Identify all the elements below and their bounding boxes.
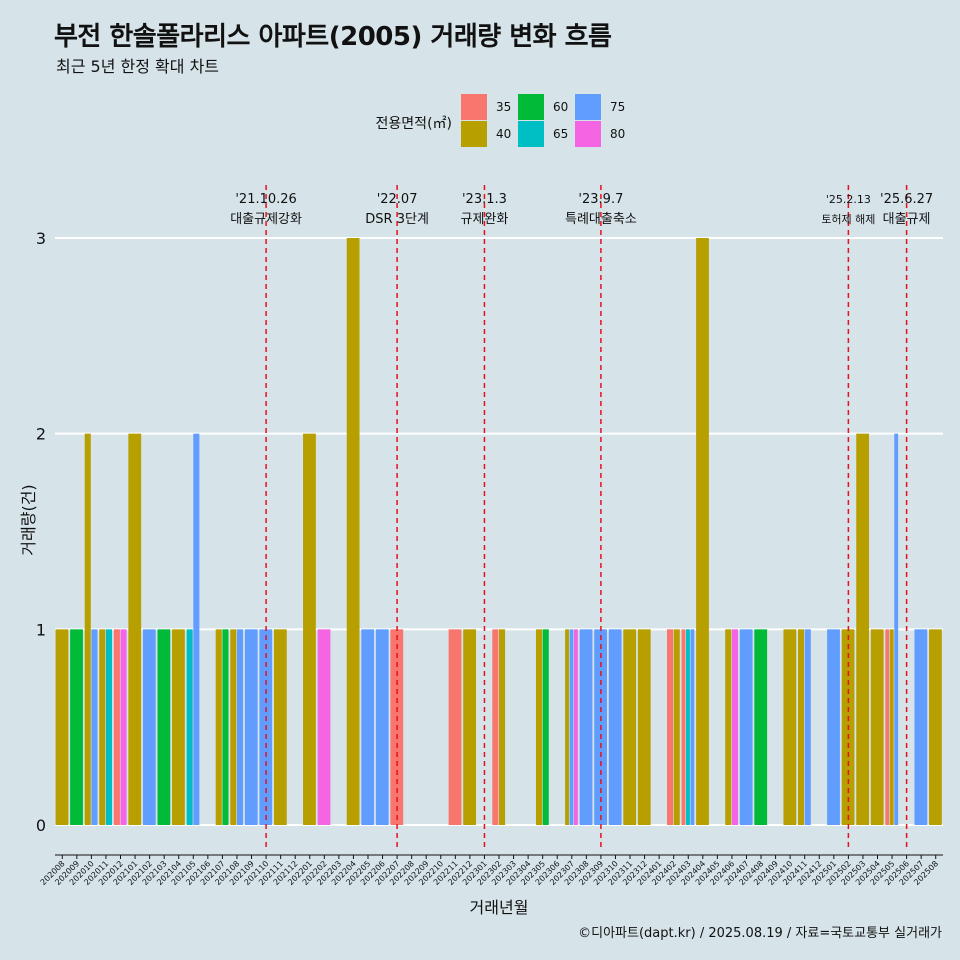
event-date-label: '25.6.27 <box>880 192 933 207</box>
bar <box>889 629 894 825</box>
bar <box>375 629 389 825</box>
x-axis-title: 거래년월 <box>470 898 529 917</box>
legend-label: 35 <box>496 100 511 114</box>
y-axis-title: 거래량(건) <box>19 484 38 555</box>
event-date-label: '23.1.3 <box>462 192 507 207</box>
bar <box>731 629 739 825</box>
event-name-label: 규제완화 <box>461 212 509 227</box>
bar <box>690 629 695 825</box>
event-date-label: '25.2.13 <box>826 193 871 206</box>
bar <box>448 629 462 825</box>
event-name-label: 특례대출축소 <box>565 212 637 227</box>
bar <box>70 629 83 825</box>
bar <box>856 433 870 825</box>
bar <box>105 629 113 825</box>
bar <box>84 433 91 825</box>
event-name-label: 대출규제 <box>883 212 931 227</box>
bars <box>55 238 942 825</box>
bar <box>827 629 840 825</box>
bar <box>222 629 229 825</box>
bar <box>142 629 156 825</box>
bar <box>499 629 506 825</box>
bar <box>157 629 171 825</box>
bar <box>244 629 258 825</box>
bar <box>681 629 686 825</box>
bar <box>186 629 193 825</box>
legend-key <box>518 121 544 147</box>
legend-key <box>461 121 487 147</box>
event-date-label: '22.07 <box>377 192 418 207</box>
bar <box>317 629 331 825</box>
y-tick-label: 0 <box>36 816 46 835</box>
bar <box>929 629 942 825</box>
bar <box>870 629 884 825</box>
legend-label: 65 <box>553 127 568 141</box>
bar <box>894 433 899 825</box>
bar <box>236 629 244 825</box>
bar <box>230 629 237 825</box>
legend-label: 60 <box>553 100 568 114</box>
legend-key <box>575 121 601 147</box>
bar <box>623 629 637 825</box>
chart-subtitle: 최근 5년 한정 확대 차트 <box>56 57 220 76</box>
bar <box>120 629 127 825</box>
chart-title: 부전 한솔폴라리스 아파트(2005) 거래량 변화 흐름 <box>54 22 612 52</box>
legend-title: 전용면적(㎡) <box>376 116 452 132</box>
legend-label: 75 <box>610 100 625 114</box>
bar <box>569 629 574 825</box>
bar <box>686 629 690 825</box>
bar <box>215 629 222 825</box>
bar <box>754 629 768 825</box>
bar <box>535 629 543 825</box>
bar <box>99 629 106 825</box>
bar <box>492 629 499 825</box>
legend-key <box>518 94 544 120</box>
bar <box>303 433 316 825</box>
bar <box>914 629 928 825</box>
event-date-label: '23.9.7 <box>578 192 623 207</box>
event-lines: '21.10.26 대출규제강화 '22.07 DSR 3단계 '23.1.3 규제완화 '… <box>230 185 933 850</box>
legend-key <box>575 94 601 120</box>
bar <box>885 629 890 825</box>
bar <box>739 629 753 825</box>
y-tick-label: 2 <box>36 425 46 444</box>
legend-label: 80 <box>610 127 625 141</box>
bar <box>113 629 120 825</box>
bar <box>798 629 805 825</box>
bar <box>346 238 360 825</box>
source-caption: ©디아파트(dapt.kr) / 2025.08.19 / 자료=국토교통부 실… <box>578 926 942 941</box>
legend-label: 40 <box>496 127 511 141</box>
bar <box>725 629 732 825</box>
bar <box>172 629 185 825</box>
bar <box>273 629 287 825</box>
bar <box>804 629 811 825</box>
bar <box>579 629 593 825</box>
event-name-label: 토허제 해제 <box>821 212 875 226</box>
bar <box>193 433 200 825</box>
bar <box>91 629 98 825</box>
bar <box>128 433 142 825</box>
bar <box>608 629 622 825</box>
event-name-label: 대출규제강화 <box>230 212 302 227</box>
bar <box>55 629 69 825</box>
bar <box>666 629 674 825</box>
y-tick-label: 1 <box>36 620 46 639</box>
bar <box>361 629 375 825</box>
y-tick-label: 3 <box>36 229 46 248</box>
bar <box>673 629 680 825</box>
legend-key <box>461 94 487 120</box>
bar <box>637 629 651 825</box>
bar <box>463 629 476 825</box>
event-name-label: DSR 3단계 <box>365 212 429 227</box>
bar <box>542 629 549 825</box>
legend: 전용면적(㎡) 35 40 60 65 75 80 <box>376 94 625 147</box>
bar <box>696 238 709 825</box>
event-date-label: '21.10.26 <box>235 192 296 207</box>
bar <box>574 629 578 825</box>
bar <box>565 629 569 825</box>
bar <box>783 629 797 825</box>
